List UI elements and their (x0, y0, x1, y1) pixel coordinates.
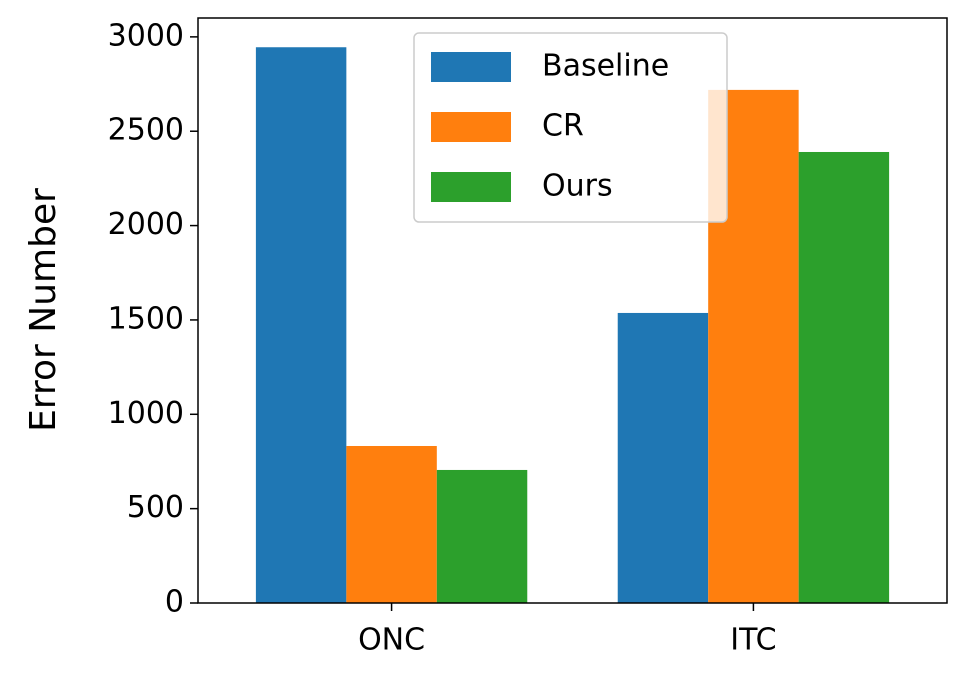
y-tick-label: 1500 (108, 301, 184, 336)
bar (436, 469, 528, 603)
y-tick-label: 0 (165, 585, 184, 620)
y-axis-label: Error Number (23, 188, 64, 432)
x-tick-label: ONC (358, 623, 425, 658)
bar (255, 47, 347, 603)
bar (617, 312, 709, 603)
y-tick-label: 2500 (108, 113, 184, 148)
legend-label: Ours (542, 169, 613, 204)
y-tick-label: 500 (127, 490, 184, 525)
legend-swatch (431, 112, 511, 142)
y-tick-label: 1000 (108, 396, 184, 431)
y-tick-label: 3000 (108, 18, 184, 53)
legend-label: Baseline (542, 49, 669, 84)
plot-frame (197, 17, 948, 604)
y-tick-label: 2000 (108, 207, 184, 242)
bar (346, 445, 437, 603)
legend-swatch (431, 172, 511, 202)
x-tick-label: ITC (730, 623, 776, 658)
legend-swatch (431, 52, 511, 82)
bar (798, 151, 890, 603)
legend-label: CR (542, 109, 584, 144)
